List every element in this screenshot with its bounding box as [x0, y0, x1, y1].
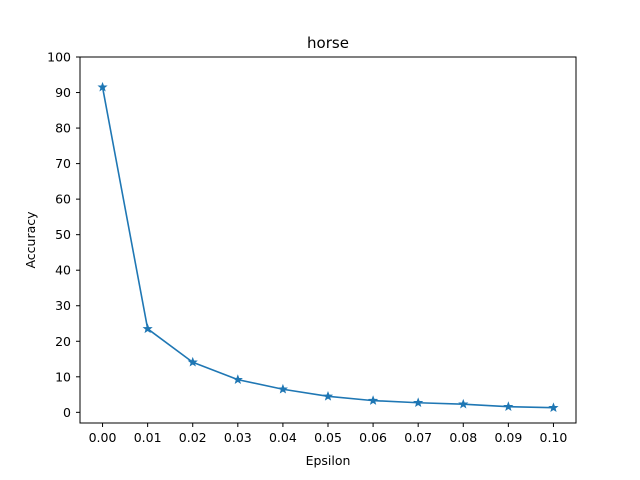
y-tick-label: 60 [55, 192, 71, 207]
y-tick-label: 50 [55, 227, 71, 242]
x-tick-label: 0.09 [494, 430, 522, 445]
y-tick-label: 40 [55, 263, 71, 278]
plot-area-frame [79, 56, 577, 424]
x-tick-label: 0.03 [224, 430, 252, 445]
data-point-marker [277, 383, 288, 394]
x-tick-label: 0.00 [89, 430, 117, 445]
y-tick-label: 90 [55, 85, 71, 100]
y-tick-label: 10 [55, 369, 71, 384]
x-tick-label: 0.07 [404, 430, 432, 445]
y-tick-label: 20 [55, 334, 71, 349]
y-tick-label: 70 [55, 156, 71, 171]
data-point-marker [97, 81, 108, 92]
x-tick-label: 0.08 [449, 430, 477, 445]
data-point-marker [187, 356, 198, 367]
data-point-marker [142, 323, 153, 334]
x-tick-label: 0.05 [314, 430, 342, 445]
x-axis-label: Epsilon [306, 453, 351, 468]
data-point-marker [503, 401, 514, 411]
x-tick-label: 0.06 [359, 430, 387, 445]
y-tick-label: 30 [55, 298, 71, 313]
x-tick-label: 0.01 [134, 430, 162, 445]
data-point-marker [368, 395, 379, 405]
data-point-marker [322, 391, 334, 401]
data-point-marker [548, 402, 559, 413]
y-axis-label: Accuracy [23, 211, 38, 269]
y-tick-label: 100 [47, 50, 71, 65]
y-tick-label: 0 [63, 405, 71, 420]
x-tick-label: 0.02 [179, 430, 207, 445]
data-point-marker [413, 397, 424, 408]
chart-title: horse [307, 34, 349, 52]
x-tick-label: 0.10 [540, 430, 568, 445]
data-point-marker [458, 398, 469, 409]
data-point-marker [232, 374, 243, 384]
y-tick-label: 80 [55, 121, 71, 136]
x-tick-label: 0.04 [269, 430, 297, 445]
